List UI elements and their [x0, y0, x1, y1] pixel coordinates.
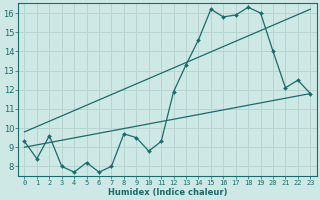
X-axis label: Humidex (Indice chaleur): Humidex (Indice chaleur) [108, 188, 227, 197]
